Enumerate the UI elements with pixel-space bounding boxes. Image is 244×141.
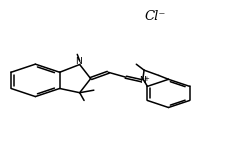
Text: N: N bbox=[76, 57, 82, 66]
Text: +: + bbox=[144, 76, 150, 82]
Text: N: N bbox=[139, 76, 146, 85]
Text: Cl⁻: Cl⁻ bbox=[144, 10, 166, 23]
